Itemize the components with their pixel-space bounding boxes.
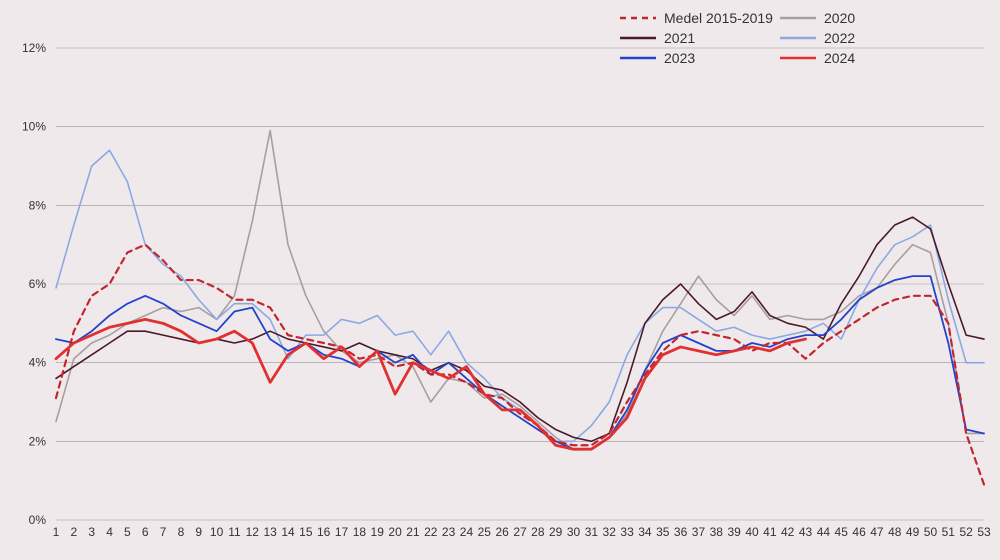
x-axis-tick-label: 7: [160, 525, 167, 539]
x-axis-tick-label: 5: [124, 525, 131, 539]
y-axis-tick-label: 10%: [22, 120, 46, 134]
x-axis-tick-label: 16: [317, 525, 331, 539]
x-axis-tick-label: 33: [620, 525, 634, 539]
x-axis-tick-label: 10: [210, 525, 224, 539]
x-axis-tick-label: 24: [460, 525, 474, 539]
x-axis-tick-label: 28: [531, 525, 545, 539]
x-axis-tick-label: 15: [299, 525, 313, 539]
x-axis-tick-label: 4: [106, 525, 113, 539]
x-axis-tick-label: 45: [835, 525, 849, 539]
x-axis-tick-label: 2: [71, 525, 78, 539]
x-axis-tick-label: 11: [228, 525, 241, 539]
x-axis-tick-label: 52: [959, 525, 973, 539]
x-axis-tick-label: 31: [585, 525, 599, 539]
x-axis-tick-label: 32: [603, 525, 617, 539]
y-axis-tick-label: 4%: [29, 356, 47, 370]
x-axis-tick-label: 12: [246, 525, 260, 539]
x-axis-tick-label: 47: [870, 525, 884, 539]
legend-label-y2022: 2022: [824, 30, 855, 46]
x-axis-tick-label: 6: [142, 525, 149, 539]
x-axis-tick-label: 34: [638, 525, 652, 539]
x-axis-tick-label: 35: [656, 525, 670, 539]
x-axis-tick-label: 51: [942, 525, 956, 539]
legend-label-y2024: 2024: [824, 50, 855, 66]
legend-label-medel: Medel 2015-2019: [664, 10, 773, 26]
x-axis-tick-label: 25: [478, 525, 492, 539]
x-axis-tick-label: 23: [442, 525, 456, 539]
x-axis-tick-label: 17: [335, 525, 349, 539]
x-axis-tick-label: 44: [817, 525, 831, 539]
line-chart: 0%2%4%6%8%10%12%123456789101112131415161…: [0, 0, 1000, 560]
x-axis-tick-label: 22: [424, 525, 438, 539]
x-axis-tick-label: 40: [745, 525, 759, 539]
x-axis-tick-label: 3: [88, 525, 95, 539]
x-axis-tick-label: 13: [263, 525, 277, 539]
x-axis-tick-label: 20: [388, 525, 402, 539]
chart-svg: 0%2%4%6%8%10%12%123456789101112131415161…: [0, 0, 1000, 560]
y-axis-tick-label: 0%: [29, 513, 47, 527]
y-axis-tick-label: 8%: [29, 198, 47, 212]
y-axis-tick-label: 2%: [29, 434, 47, 448]
legend-label-y2023: 2023: [664, 50, 695, 66]
legend-label-y2021: 2021: [664, 30, 695, 46]
x-axis-tick-label: 37: [692, 525, 706, 539]
x-axis-tick-label: 38: [710, 525, 724, 539]
x-axis-tick-label: 49: [906, 525, 920, 539]
x-axis-tick-label: 39: [727, 525, 741, 539]
x-axis-tick-label: 27: [513, 525, 527, 539]
x-axis-tick-label: 48: [888, 525, 902, 539]
y-axis-tick-label: 6%: [29, 277, 47, 291]
x-axis-tick-label: 41: [763, 525, 777, 539]
x-axis-tick-label: 30: [567, 525, 581, 539]
x-axis-tick-label: 18: [353, 525, 367, 539]
x-axis-tick-label: 50: [924, 525, 938, 539]
x-axis-tick-label: 14: [281, 525, 295, 539]
x-axis-tick-label: 19: [371, 525, 385, 539]
x-axis-tick-label: 43: [799, 525, 813, 539]
x-axis-tick-label: 53: [977, 525, 991, 539]
legend-label-y2020: 2020: [824, 10, 855, 26]
x-axis-tick-label: 42: [781, 525, 795, 539]
y-axis-tick-label: 12%: [22, 41, 46, 55]
x-axis-tick-label: 21: [406, 525, 420, 539]
x-axis-tick-label: 1: [53, 525, 60, 539]
x-axis-tick-label: 46: [852, 525, 866, 539]
x-axis-tick-label: 29: [549, 525, 563, 539]
x-axis-tick-label: 8: [178, 525, 185, 539]
x-axis-tick-label: 36: [674, 525, 688, 539]
x-axis-tick-label: 9: [195, 525, 202, 539]
chart-background: [0, 0, 1000, 560]
x-axis-tick-label: 26: [495, 525, 509, 539]
